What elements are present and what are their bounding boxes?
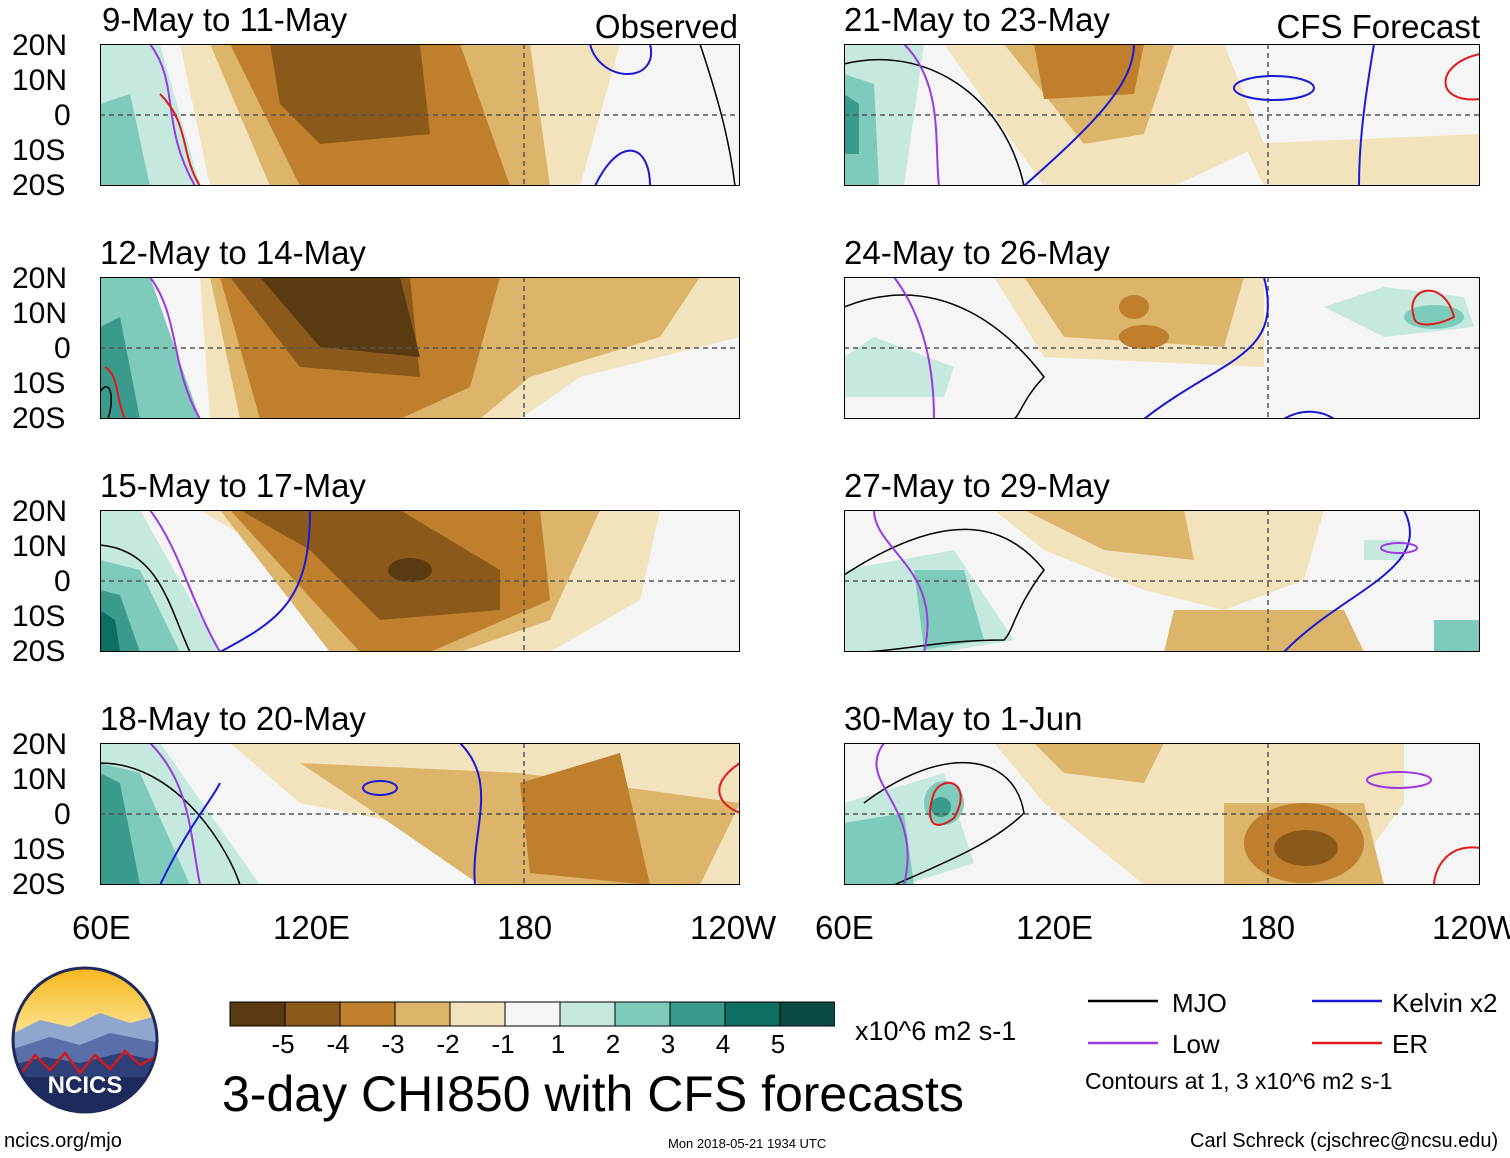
legend-label-low: Low xyxy=(1172,1029,1220,1059)
lat-label: 20N xyxy=(12,728,68,761)
colorbar-swatch xyxy=(504,1001,561,1027)
timestamp-label: Mon 2018-05-21 1934 UTC xyxy=(668,1136,827,1151)
observed-tag: Observed xyxy=(594,8,738,45)
lat-label: 0 xyxy=(54,798,71,831)
map-panel-3 xyxy=(100,510,740,652)
colorbar-label: 5 xyxy=(770,1029,786,1059)
colorbar-swatch xyxy=(614,1001,671,1027)
map-panel-5 xyxy=(844,44,1480,186)
lat-label: 10S xyxy=(12,367,66,400)
colorbar-label: -1 xyxy=(491,1029,515,1059)
colorbar-label: -3 xyxy=(381,1029,405,1059)
lon-label: 180 xyxy=(497,909,553,946)
colorbar-swatch xyxy=(779,1001,835,1027)
lat-label: 10N xyxy=(12,64,68,97)
colorbar-swatch xyxy=(339,1001,396,1027)
map-panel-6 xyxy=(844,277,1480,419)
logo-text: NCICS xyxy=(48,1072,123,1099)
legend-line-low xyxy=(1088,1041,1158,1045)
lat-label: 0 xyxy=(54,332,71,365)
map-panel-2 xyxy=(100,277,740,419)
lat-label: 10N xyxy=(12,297,68,330)
colorbar-units: x10^6 m2 s-1 xyxy=(855,1016,1017,1046)
colorbar-label: 3 xyxy=(660,1029,676,1059)
lat-label: 20N xyxy=(12,262,68,295)
lat-label: 20S xyxy=(12,868,66,901)
main-title: 3-day CHI850 with CFS forecasts xyxy=(222,1066,964,1122)
panel-title-4: 18-May to 20-May xyxy=(100,700,366,737)
colorbar-label: -4 xyxy=(326,1029,350,1059)
lat-label: 20N xyxy=(12,495,68,528)
lat-label: 10N xyxy=(12,763,68,796)
ncics-logo: NCICS xyxy=(11,966,159,1114)
lat-label: 0 xyxy=(54,99,71,132)
lat-label: 20S xyxy=(12,169,66,202)
panel-title-1: 9-May to 11-May xyxy=(102,1,348,38)
panel-title-7: 27-May to 29-May xyxy=(844,467,1110,504)
lon-label: 120W xyxy=(690,909,777,946)
credit-label: Carl Schreck (cjschrec@ncsu.edu) xyxy=(1190,1130,1499,1152)
cfs-forecast-tag: CFS Forecast xyxy=(1276,8,1480,45)
lat-label: 20N xyxy=(12,29,68,62)
lat-label: 10N xyxy=(12,530,68,563)
panel-title-6: 24-May to 26-May xyxy=(844,234,1110,271)
lat-label: 10S xyxy=(12,833,66,866)
lon-label: 120E xyxy=(1016,909,1094,946)
colorbar-swatch xyxy=(724,1001,781,1027)
legend-line-mjo xyxy=(1088,999,1158,1003)
lat-label: 20S xyxy=(12,635,66,668)
lon-label: 120W xyxy=(1432,909,1510,946)
contour-note: Contours at 1, 3 x10^6 m2 s-1 xyxy=(1085,1068,1393,1094)
map-panel-7 xyxy=(844,510,1480,652)
panel-title-8: 30-May to 1-Jun xyxy=(844,700,1083,737)
colorbar-swatch xyxy=(284,1001,341,1027)
lat-label: 0 xyxy=(54,565,71,598)
lon-label: 120E xyxy=(273,909,351,946)
colorbar-label: 4 xyxy=(715,1029,731,1059)
website-label: ncics.org/mjo xyxy=(4,1130,122,1152)
map-panel-1 xyxy=(100,44,740,186)
legend-line-kelvin xyxy=(1312,999,1382,1003)
panel-title-3: 15-May to 17-May xyxy=(100,467,366,504)
colorbar-swatch xyxy=(559,1001,616,1027)
colorbar-swatch xyxy=(449,1001,506,1027)
lon-label: 180 xyxy=(1240,909,1296,946)
panel-title-2: 12-May to 14-May xyxy=(100,234,366,271)
colorbar-label: -2 xyxy=(436,1029,460,1059)
legend-label-mjo: MJO xyxy=(1172,988,1227,1018)
colorbar-label: 1 xyxy=(550,1029,566,1059)
map-panel-4 xyxy=(100,743,740,885)
colorbar-swatch xyxy=(669,1001,726,1027)
map-panel-8 xyxy=(844,743,1480,885)
lat-label: 10S xyxy=(12,134,66,167)
lon-label: 60E xyxy=(815,909,874,946)
lat-label: 10S xyxy=(12,600,66,633)
panel-title-5: 21-May to 23-May xyxy=(844,1,1110,38)
lat-label: 20S xyxy=(12,402,66,435)
legend-label-kelvin: Kelvin x2 xyxy=(1392,988,1498,1018)
colorbar-swatch xyxy=(394,1001,451,1027)
colorbar-label: -5 xyxy=(271,1029,295,1059)
lon-label: 60E xyxy=(72,909,131,946)
colorbar xyxy=(229,1001,835,1027)
legend-label-er: ER xyxy=(1392,1029,1429,1059)
legend-line-er xyxy=(1312,1041,1382,1045)
colorbar-swatch xyxy=(229,1001,286,1027)
colorbar-label: 2 xyxy=(605,1029,621,1059)
